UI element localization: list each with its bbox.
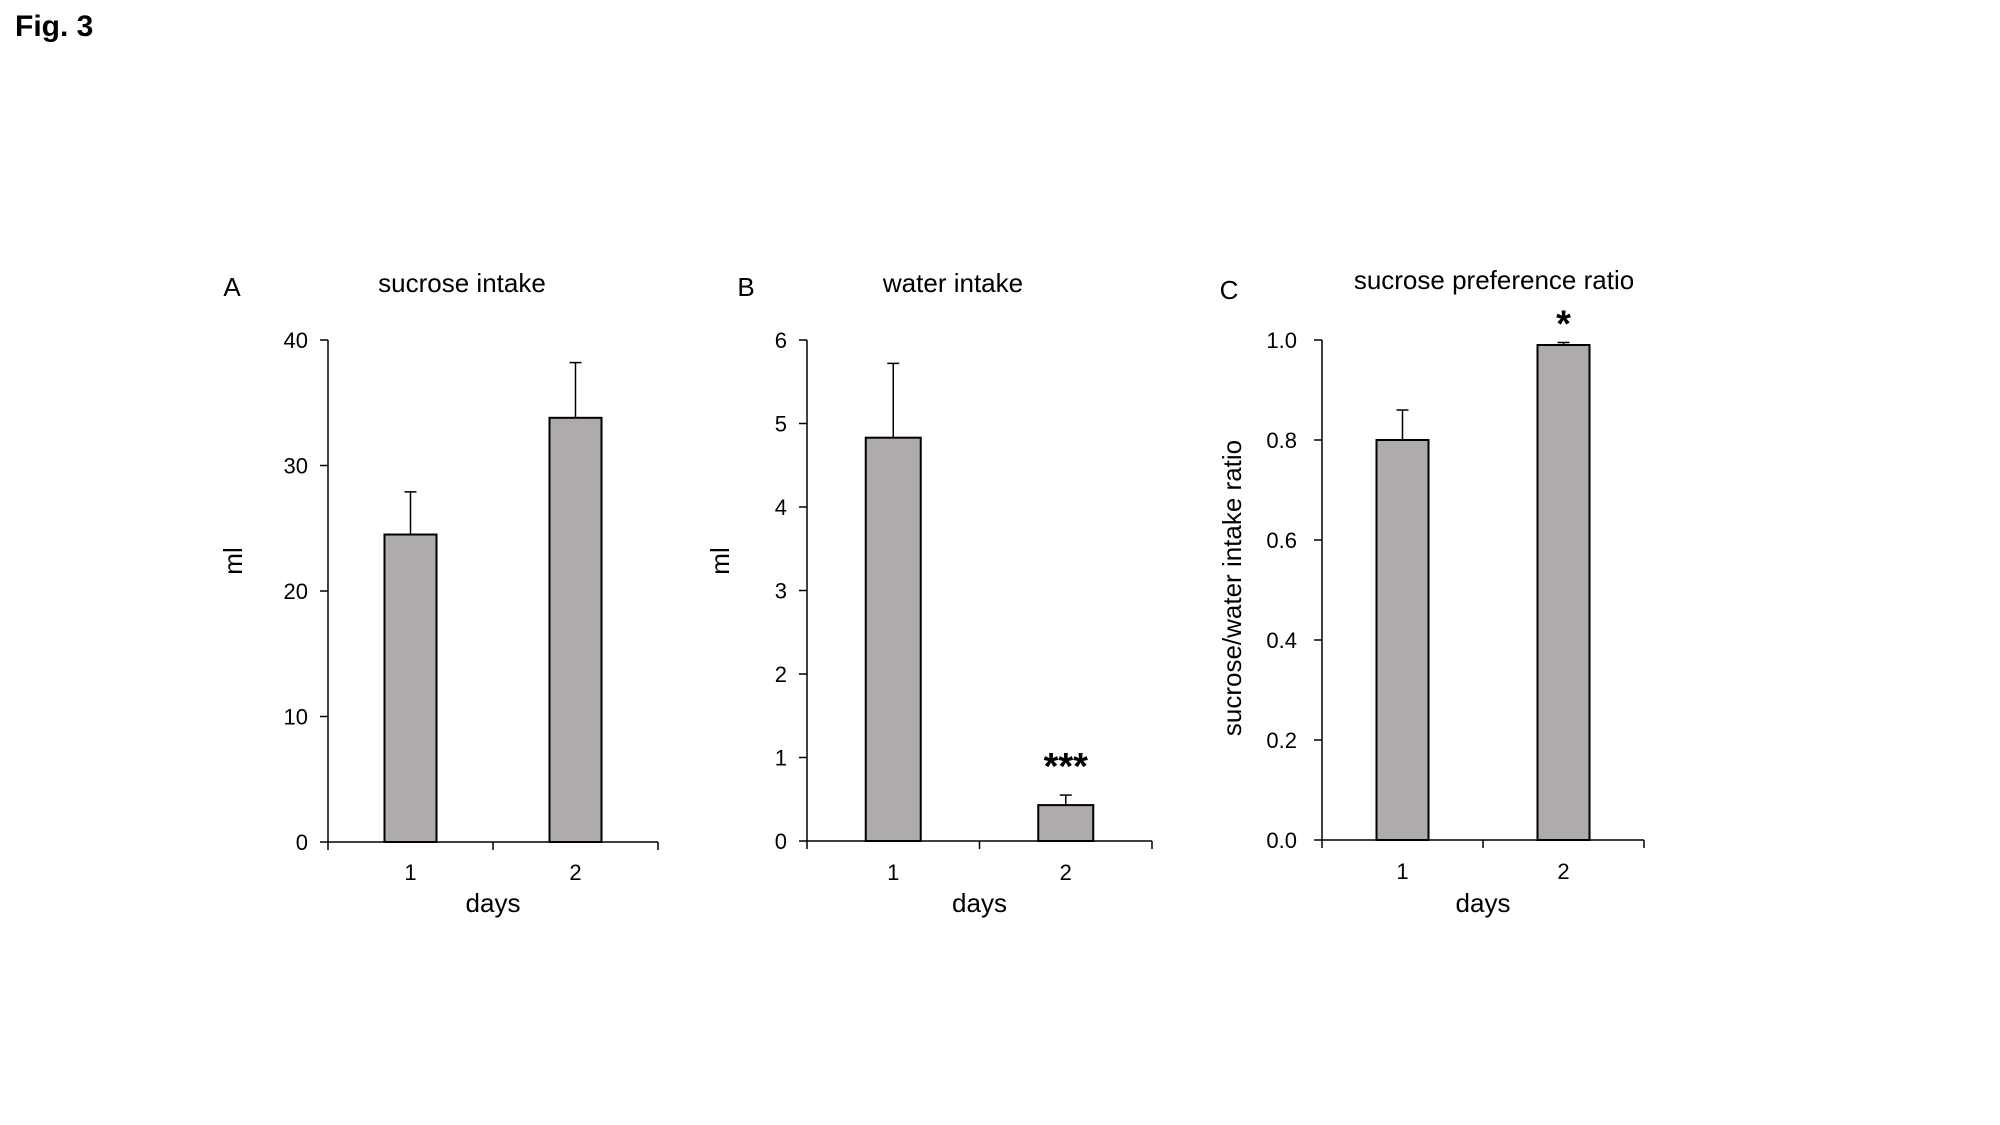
y-tick-label: 40 [284,328,308,353]
bar [1375,439,1430,841]
x-axis-label: days [952,888,1007,918]
y-tick-label: 4 [775,495,787,520]
y-tick-label: 6 [775,328,787,353]
bar [1536,344,1591,841]
y-tick-label: 1 [775,746,787,771]
y-tick-label: 0.6 [1266,528,1297,553]
y-tick-label: 1.0 [1266,328,1297,353]
y-tick-label: 0 [296,830,308,855]
y-tick-label: 5 [775,412,787,437]
x-axis-label: days [466,888,521,918]
chart-title: sucrose preference ratio [1354,265,1634,295]
x-tick-label: 1 [1396,859,1408,884]
panel-label: A [223,272,241,302]
bar [383,533,438,844]
panel-label: C [1220,275,1239,305]
y-tick-label: 3 [775,579,787,604]
chart-title: sucrose intake [378,268,546,298]
panel-label: B [737,272,754,302]
y-tick-label: 0.8 [1266,428,1297,453]
significance-marker: *** [1044,746,1089,788]
y-tick-label: 20 [284,579,308,604]
y-tick-label: 0 [775,829,787,854]
y-tick-label: 10 [284,705,308,730]
x-tick-label: 2 [569,860,581,885]
y-tick-label: 30 [284,454,308,479]
x-axis-label: days [1456,888,1511,918]
x-tick-label: 1 [887,860,899,885]
chart-title: water intake [882,268,1023,298]
significance-marker: * [1556,304,1571,346]
y-axis-label: ml [218,547,248,574]
x-tick-label: 1 [404,860,416,885]
figure-label: Fig. 3 [15,10,94,43]
y-tick-label: 2 [775,662,787,687]
bar [1037,804,1095,842]
y-tick-label: 0.4 [1266,628,1297,653]
y-axis-label: ml [705,547,735,574]
bar [864,436,922,842]
x-tick-label: 2 [1557,859,1569,884]
y-axis-label: sucrose/water intake ratio [1217,440,1247,736]
y-tick-label: 0.0 [1266,828,1297,853]
bar [548,416,603,843]
x-tick-label: 2 [1060,860,1072,885]
y-tick-label: 0.2 [1266,728,1297,753]
